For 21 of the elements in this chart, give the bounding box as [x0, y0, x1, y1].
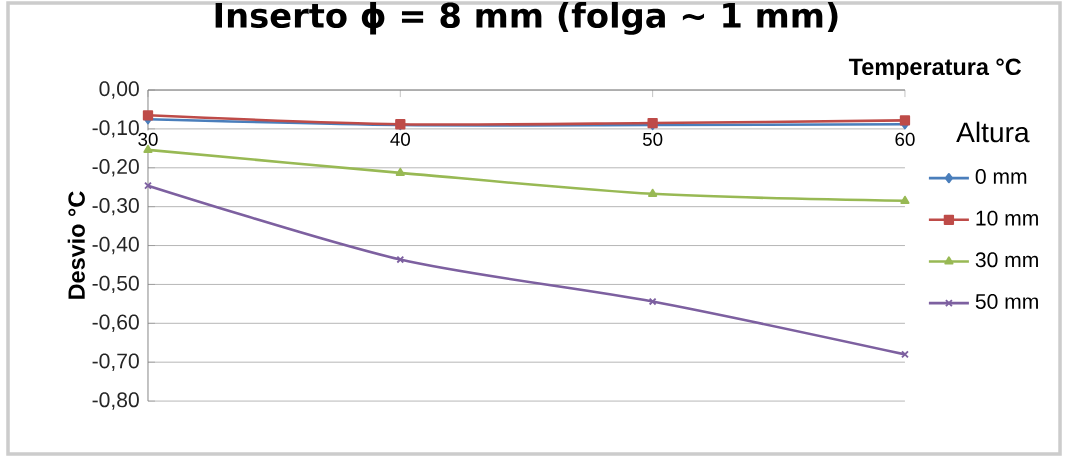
y-tick-label: -0,10 [92, 120, 139, 138]
legend-label: 0 mm [975, 168, 1027, 184]
y-tick-label: -0,70 [92, 353, 139, 371]
legend-label: 10 mm [976, 210, 1038, 226]
y-tick-label: -0,30 [92, 197, 139, 216]
x-axis-title: Temperatura °C [848, 58, 1022, 80]
x-tick-label: 50 [642, 132, 663, 146]
legend-label: 30 mm [975, 252, 1038, 268]
legend-label: 50 mm [975, 294, 1038, 309]
y-tick-label: 0,00 [99, 81, 139, 99]
y-tick-label: -0,20 [92, 159, 139, 177]
x-tick-label: 60 [895, 132, 915, 146]
y-tick-label: -0,60 [92, 314, 139, 332]
y-tick-label: -0,50 [92, 275, 139, 294]
x-tick-label: 40 [390, 132, 411, 146]
y-axis-title: Desvio °C [67, 191, 85, 299]
x-tick-label: 30 [138, 132, 158, 146]
y-tick-label: -0,40 [92, 236, 139, 255]
chart-title: Inserto ϕ = 8 mm (folga ~ 1 mm) [215, 1, 838, 35]
y-tick-label: -0,80 [92, 392, 139, 410]
legend-title: Altura [956, 121, 1030, 143]
